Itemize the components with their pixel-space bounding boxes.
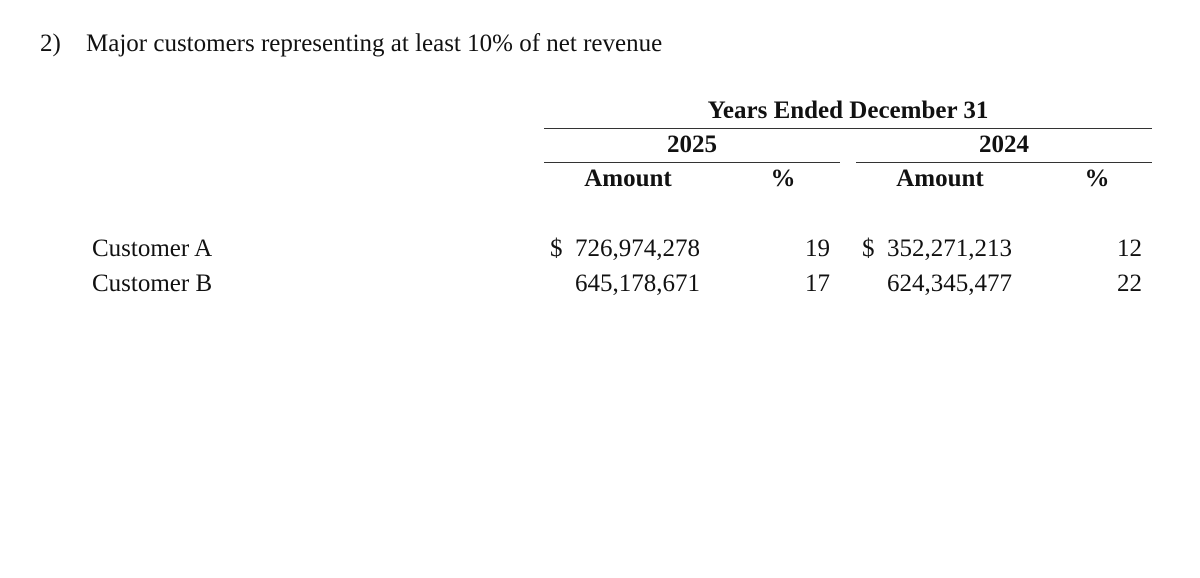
amount-2024-cell: 352,271,213	[887, 235, 1012, 262]
percent-2024-cell: 22	[1117, 270, 1142, 297]
amount-2025-cell: 726,974,278	[575, 235, 700, 262]
period-header-rule	[544, 128, 1152, 129]
year-2025-rule	[544, 162, 840, 163]
period-header: Years Ended December 31	[707, 97, 989, 124]
amount-2025-cell: 645,178,671	[575, 270, 700, 297]
currency-symbol: $	[550, 235, 563, 262]
row-label: Customer B	[92, 270, 213, 297]
amount-2024-cell: 624,345,477	[887, 270, 1012, 297]
percent-2024-cell: 12	[1117, 235, 1142, 262]
row-label: Customer A	[92, 235, 213, 262]
section-title: Major customers representing at least 10…	[86, 30, 663, 57]
section-number: 2)	[40, 30, 61, 57]
amount-2025-header: Amount	[584, 165, 672, 192]
year-2024-rule	[856, 162, 1152, 163]
percent-2025-cell: 19	[805, 235, 830, 262]
currency-symbol: $	[862, 235, 875, 262]
year-2025-header: 2025	[667, 131, 717, 158]
percent-2024-header: %	[1084, 165, 1110, 192]
percent-2025-header: %	[770, 165, 796, 192]
year-2024-header: 2024	[979, 131, 1029, 158]
percent-2025-cell: 17	[805, 270, 830, 297]
amount-2024-header: Amount	[896, 165, 984, 192]
